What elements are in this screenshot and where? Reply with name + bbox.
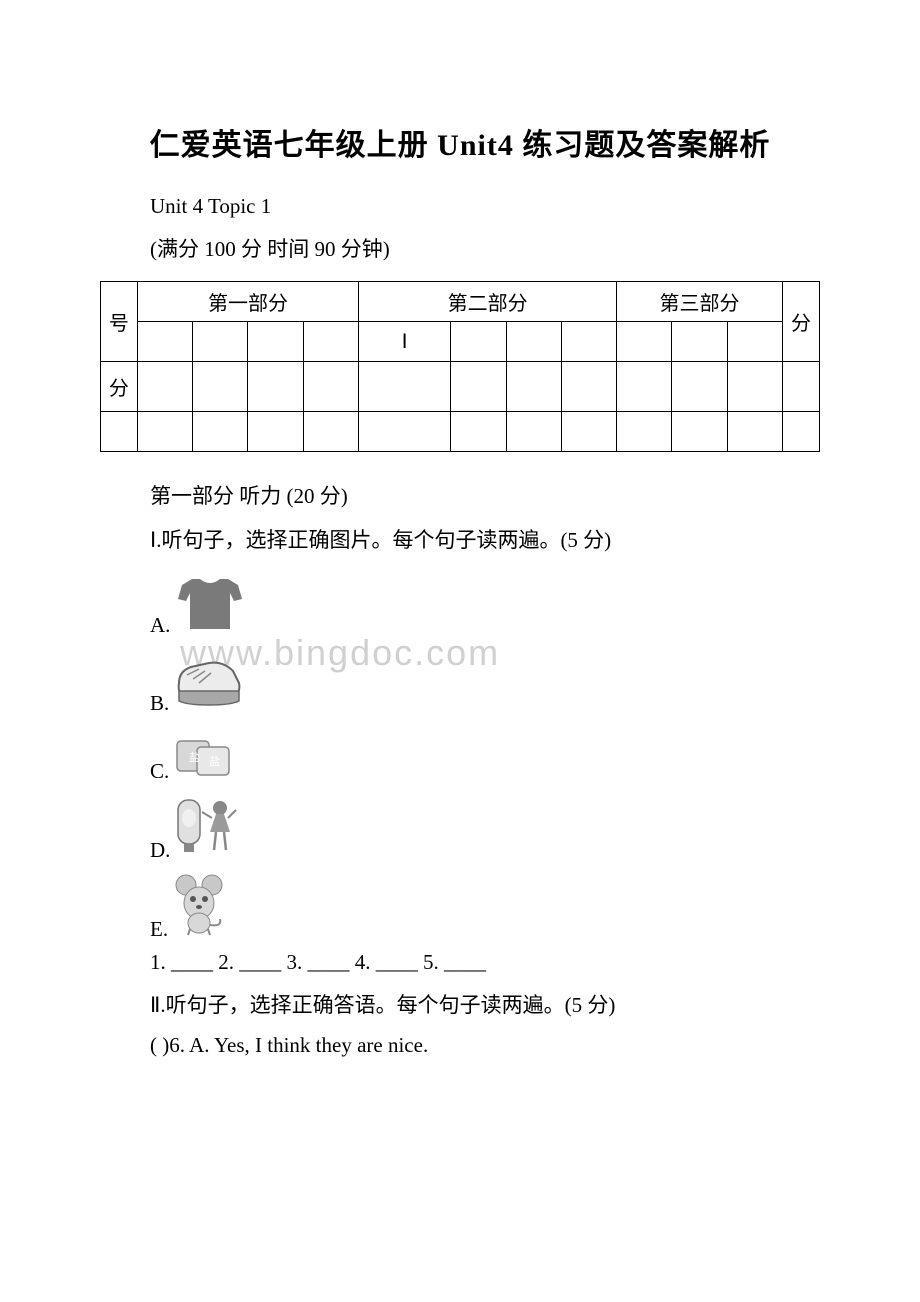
mirror-girl-icon [172, 792, 242, 863]
table-cell [248, 362, 303, 412]
table-cell-fen2: 分 [101, 362, 138, 412]
table-cell [193, 412, 248, 452]
table-cell [672, 362, 727, 412]
svg-text:盐: 盐 [209, 755, 220, 768]
table-cell [101, 412, 138, 452]
table-row: 号 第一部分 第二部分 第三部分 分 [101, 282, 820, 322]
table-row: Ⅰ [101, 322, 820, 362]
svg-text:盐: 盐 [189, 751, 200, 764]
table-cell [783, 362, 820, 412]
table-cell [193, 362, 248, 412]
table-cell-i: Ⅰ [359, 322, 451, 362]
table-row [101, 412, 820, 452]
table-cell [506, 322, 561, 362]
table-cell [451, 412, 506, 452]
option-e-row: E. [150, 871, 820, 942]
option-label-d: D. [150, 838, 170, 863]
option-label-a: A. [150, 613, 170, 638]
shoe-icon [171, 653, 247, 716]
exam-info: (满分 100 分 时间 90 分钟) [150, 233, 820, 263]
table-cell [672, 412, 727, 452]
table-cell [248, 322, 303, 362]
main-title: 仁爱英语七年级上册 Unit4 练习题及答案解析 [100, 120, 820, 164]
table-cell [359, 362, 451, 412]
salt-icon: 盐 盐 [171, 727, 237, 784]
section2-instruction: Ⅱ.听句子，选择正确答语。每个句子读两遍。(5 分) [150, 989, 820, 1019]
table-cell [783, 412, 820, 452]
table-cell [561, 412, 616, 452]
table-cell [303, 322, 358, 362]
table-part3-header: 第三部分 [617, 282, 783, 322]
table-cell [303, 362, 358, 412]
document-content: 仁爱英语七年级上册 Unit4 练习题及答案解析 Unit 4 Topic 1 … [100, 120, 820, 1058]
score-table: 号 第一部分 第二部分 第三部分 分 Ⅰ 分 [100, 281, 820, 452]
table-cell [137, 322, 192, 362]
option-label-b: B. [150, 691, 169, 716]
table-cell [248, 412, 303, 452]
section1-header: 第一部分 听力 (20 分) [150, 480, 820, 510]
table-cell-fen: 分 [783, 282, 820, 362]
table-cell [617, 412, 672, 452]
table-cell [451, 362, 506, 412]
table-cell [137, 412, 192, 452]
tshirt-icon [172, 571, 248, 638]
table-cell [561, 322, 616, 362]
table-cell [727, 322, 782, 362]
table-cell [617, 322, 672, 362]
table-cell [617, 362, 672, 412]
option-b-row: B. [150, 646, 820, 716]
table-cell [303, 412, 358, 452]
table-cell [359, 412, 451, 452]
table-cell-hao: 号 [101, 282, 138, 362]
table-cell [451, 322, 506, 362]
mouse-icon [170, 871, 228, 942]
option-c-row: C. 盐 盐 [150, 724, 820, 784]
option-a-row: A. [150, 568, 820, 638]
section1-instruction: Ⅰ.听句子，选择正确图片。每个句子读两遍。(5 分) [150, 524, 820, 554]
option-label-e: E. [150, 917, 168, 942]
table-part1-header: 第一部分 [137, 282, 358, 322]
table-cell [672, 322, 727, 362]
fill-blanks-line: 1. ____ 2. ____ 3. ____ 4. ____ 5. ____ [150, 950, 820, 975]
table-cell [727, 412, 782, 452]
option-label-c: C. [150, 759, 169, 784]
question-6: ( )6. A. Yes, I think they are nice. [150, 1033, 820, 1058]
table-cell [506, 412, 561, 452]
table-cell [193, 322, 248, 362]
table-cell [561, 362, 616, 412]
option-d-row: D. [150, 792, 820, 863]
table-cell [506, 362, 561, 412]
table-row: 分 [101, 362, 820, 412]
table-cell [137, 362, 192, 412]
table-cell [727, 362, 782, 412]
table-part2-header: 第二部分 [359, 282, 617, 322]
unit-subtitle: Unit 4 Topic 1 [150, 194, 820, 219]
